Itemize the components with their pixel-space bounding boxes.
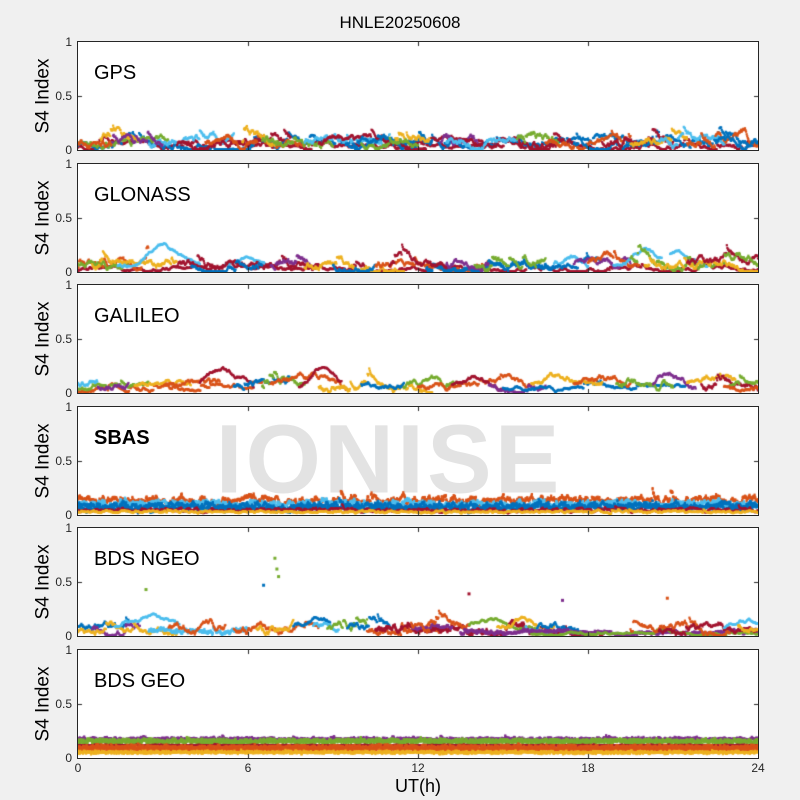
scatter-canvas — [78, 406, 758, 515]
scatter-canvas — [78, 528, 758, 636]
plot-box: BDS NGEO — [77, 527, 759, 637]
panel-label-bds-geo: BDS GEO — [94, 669, 186, 692]
panel-row-gps: S4 Index GPS 1 0.5 0 — [32, 36, 759, 156]
plot-title: HNLE20250608 — [339, 13, 461, 32]
plot-box: IONISE SBAS — [77, 405, 759, 516]
y-tick-label: 0.5 — [55, 575, 72, 589]
scatter-canvas — [78, 163, 758, 272]
panel-label-gps: GPS — [94, 62, 137, 84]
y-tick-label: 1 — [65, 35, 72, 49]
x-tick-label: 12 — [411, 761, 425, 775]
plot-box: GLONASS — [77, 162, 759, 273]
y-tick-label: 0 — [65, 629, 72, 643]
x-tick-label: 18 — [581, 761, 595, 775]
panel-label-bds-ngeo: BDS NGEO — [94, 548, 200, 570]
y-tick-label: 0 — [65, 264, 72, 279]
y-tick-label: 0.5 — [55, 210, 72, 225]
panel-label-sbas: SBAS — [94, 426, 150, 449]
y-tick-label: 0.5 — [55, 696, 72, 711]
panel-label-glonass: GLONASS — [94, 183, 191, 206]
y-tick-label: 0 — [65, 507, 72, 522]
x-tick-label: 24 — [751, 761, 765, 775]
plot-box: BDS GEO — [77, 648, 759, 759]
y-tick-label: 1 — [65, 156, 72, 171]
y-tick-label: 1 — [65, 521, 72, 535]
panel-row-bds-geo: S4 Index BDS GEO 1 0.5 0 — [32, 644, 759, 764]
y-tick-label: 0.5 — [55, 453, 72, 468]
y-tick-label: 0 — [65, 386, 72, 400]
panel-label-galileo: GALILEO — [94, 305, 180, 327]
x-tick-label: 0 — [74, 761, 82, 775]
x-tick-label: 6 — [244, 761, 252, 775]
plot-box: GALILEO — [77, 284, 759, 394]
plot-box: GPS — [77, 41, 759, 151]
y-tick-label: 1 — [65, 642, 72, 657]
y-tick-label: 0.5 — [55, 332, 72, 346]
panel-row-galileo: S4 Index GALILEO 1 0.5 0 — [32, 279, 759, 399]
y-tick-label: 0 — [65, 750, 72, 765]
panel-row-sbas: S4 Index IONISE SBAS 10.50 — [32, 401, 759, 521]
scatter-canvas — [78, 42, 758, 150]
panel-row-glonass: S4 Index GLONASS 1 0.5 0 — [32, 158, 759, 278]
y-tick-label: 1 — [65, 399, 72, 414]
scatter-canvas — [78, 285, 758, 393]
scatter-canvas — [78, 649, 758, 758]
y-tick-label: 0 — [65, 143, 72, 157]
y-tick-label: 0.5 — [55, 89, 72, 103]
x-axis-label: UT(h) — [395, 776, 441, 796]
panel-row-bds-ngeo: S4 Index BDS NGEO 1 0.5 0 — [32, 522, 759, 642]
y-tick-label: 1 — [65, 278, 72, 292]
